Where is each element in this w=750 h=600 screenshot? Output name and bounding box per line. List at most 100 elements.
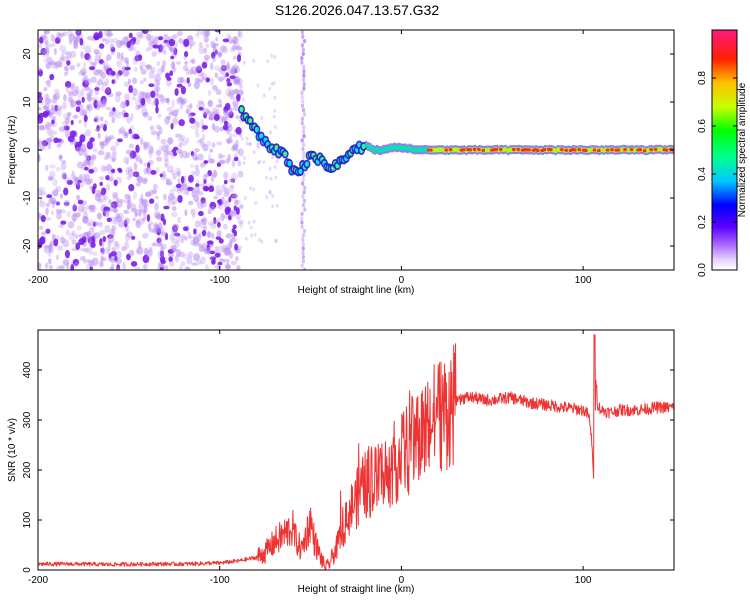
noise-blob xyxy=(229,209,235,216)
noise-blob xyxy=(132,87,138,97)
noise-blob xyxy=(160,97,165,105)
noise-blob xyxy=(165,178,170,185)
noise-blob xyxy=(147,115,153,121)
noise-blob xyxy=(195,199,200,206)
noise-blob xyxy=(130,40,135,47)
noise-blob xyxy=(128,143,134,149)
noise-blob xyxy=(38,106,42,111)
noise-blob xyxy=(203,222,207,230)
noise-blob xyxy=(184,266,191,270)
noise-blob xyxy=(157,250,164,259)
noise-blob xyxy=(95,189,102,198)
streak-blob xyxy=(301,203,306,208)
noise-blob xyxy=(107,234,114,239)
noise-blob xyxy=(273,108,277,113)
noise-blob xyxy=(167,136,174,145)
noise-blob xyxy=(104,89,111,94)
noise-blob xyxy=(86,104,91,110)
noise-blob xyxy=(135,171,140,178)
noise-blob xyxy=(77,99,82,108)
noise-blob xyxy=(131,96,136,101)
streak-blob xyxy=(301,155,306,160)
noise-blob xyxy=(66,179,73,185)
noise-blob xyxy=(176,234,181,243)
noise-blob xyxy=(64,117,70,125)
noise-blob xyxy=(208,152,212,162)
noise-blob xyxy=(231,228,236,234)
noise-blob xyxy=(208,255,214,262)
noise-blob xyxy=(206,140,212,147)
noise-blob xyxy=(155,166,160,173)
noise-blob xyxy=(136,104,144,109)
spectrogram-x-label: Height of straight line (km) xyxy=(298,285,415,296)
noise-blob xyxy=(75,146,82,152)
noise-blob xyxy=(231,44,237,51)
noise-blob xyxy=(196,64,202,71)
noise-blob xyxy=(48,110,52,117)
noise-blob xyxy=(206,249,212,254)
noise-blob xyxy=(179,265,183,270)
noise-blob xyxy=(83,77,90,83)
colorbar-tick-label: 0.2 xyxy=(697,215,708,229)
noise-blob xyxy=(155,213,162,220)
vertical-streak xyxy=(300,30,307,270)
noise-blob xyxy=(211,142,216,148)
noise-blob xyxy=(165,97,170,104)
noise-blob xyxy=(170,122,174,130)
noise-blob xyxy=(178,251,185,258)
ridge-core xyxy=(386,146,390,152)
noise-blob xyxy=(176,61,182,65)
noise-blob xyxy=(53,238,59,247)
noise-blob xyxy=(62,125,67,133)
streak-blob xyxy=(303,267,307,270)
noise-blob xyxy=(77,181,85,188)
noise-blob xyxy=(163,149,169,156)
noise-blob xyxy=(143,141,150,149)
noise-blob xyxy=(59,193,63,199)
noise-blob xyxy=(103,64,107,72)
noise-blob xyxy=(149,189,154,196)
noise-blob xyxy=(183,38,190,47)
noise-blob xyxy=(249,142,253,147)
noise-blob xyxy=(105,183,111,192)
noise-blob xyxy=(60,162,67,171)
noise-blob xyxy=(80,88,85,97)
streak-blob xyxy=(302,112,307,117)
noise-blob xyxy=(189,117,196,124)
noise-blob xyxy=(195,32,200,38)
noise-blob xyxy=(87,103,93,112)
noise-blob xyxy=(153,79,160,88)
ridge-core xyxy=(646,148,649,153)
noise-blob xyxy=(154,202,159,211)
noise-blob xyxy=(230,237,237,243)
noise-blob xyxy=(139,80,144,85)
noise-blob xyxy=(56,105,63,111)
streak-blob xyxy=(300,116,305,122)
noise-blob xyxy=(51,119,55,125)
noise-blob xyxy=(215,37,219,42)
noise-blob xyxy=(229,184,235,189)
noise-blob xyxy=(152,39,160,45)
noise-blob xyxy=(56,245,64,251)
ridge-core xyxy=(397,145,400,150)
noise-blob xyxy=(194,77,202,82)
noise-blob xyxy=(225,158,230,164)
noise-blob xyxy=(195,132,200,138)
noise-blob xyxy=(43,57,49,64)
noise-blob xyxy=(160,45,166,54)
noise-blob xyxy=(224,102,231,111)
noise-blob xyxy=(196,30,201,36)
noise-blob xyxy=(180,99,186,106)
noise-blob xyxy=(110,51,115,56)
noise-blob xyxy=(226,206,231,213)
noise-blob xyxy=(111,151,117,157)
ridge-peak xyxy=(468,148,473,152)
noise-blob xyxy=(145,30,153,33)
noise-blob xyxy=(125,149,133,155)
noise-blob xyxy=(88,204,96,213)
noise-blob xyxy=(223,188,230,196)
noise-blob xyxy=(44,41,48,47)
noise-blob xyxy=(149,198,155,204)
streak-blob xyxy=(302,142,306,147)
